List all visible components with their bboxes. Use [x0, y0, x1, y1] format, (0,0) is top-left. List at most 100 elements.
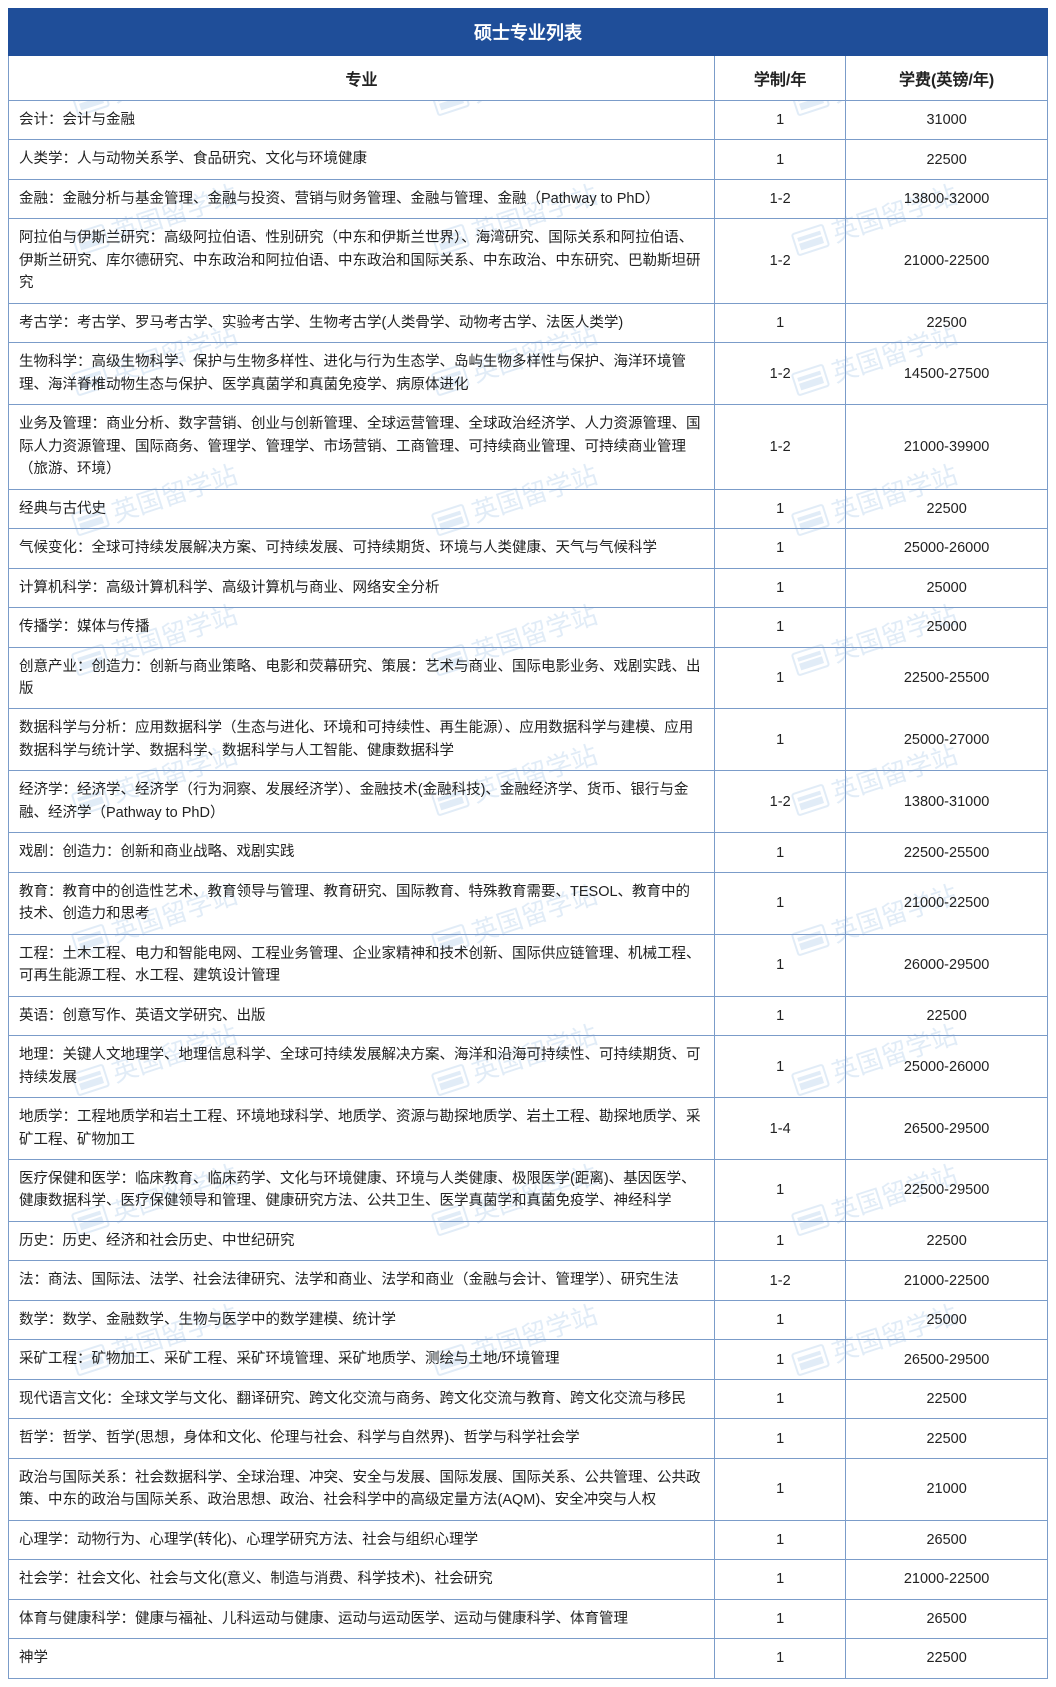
table-row: 工程：土木工程、电力和智能电网、工程业务管理、企业家精神和技术创新、国际供应链管…	[9, 934, 1048, 996]
cell-fee: 21000-39900	[846, 405, 1048, 489]
cell-years: 1	[715, 568, 846, 607]
table-row: 传播学：媒体与传播125000	[9, 608, 1048, 647]
cell-major: 气候变化：全球可持续发展解决方案、可持续发展、可持续期货、环境与人类健康、天气与…	[9, 529, 715, 568]
table-row: 经济学：经济学、经济学（行为洞察、发展经济学）、金融技术(金融科技)、金融经济学…	[9, 771, 1048, 833]
cell-major: 政治与国际关系：社会数据科学、全球治理、冲突、安全与发展、国际发展、国际关系、公…	[9, 1458, 715, 1520]
cell-fee: 25000-26000	[846, 529, 1048, 568]
cell-major: 生物科学：高级生物科学、保护与生物多样性、进化与行为生态学、岛屿生物多样性与保护…	[9, 343, 715, 405]
table-row: 采矿工程：矿物加工、采矿工程、采矿环境管理、采矿地质学、测绘与土地/环境管理12…	[9, 1340, 1048, 1379]
table-header-row: 专业 学制/年 学费(英镑/年)	[9, 56, 1048, 101]
cell-major: 心理学：动物行为、心理学(转化)、心理学研究方法、社会与组织心理学	[9, 1520, 715, 1559]
cell-major: 经济学：经济学、经济学（行为洞察、发展经济学）、金融技术(金融科技)、金融经济学…	[9, 771, 715, 833]
table-title: 硕士专业列表	[9, 9, 1048, 56]
cell-fee: 14500-27500	[846, 343, 1048, 405]
cell-years: 1	[715, 1160, 846, 1222]
cell-fee: 21000	[846, 1458, 1048, 1520]
cell-years: 1	[715, 1560, 846, 1599]
cell-years: 1	[715, 872, 846, 934]
cell-fee: 25000-26000	[846, 1036, 1048, 1098]
cell-major: 工程：土木工程、电力和智能电网、工程业务管理、企业家精神和技术创新、国际供应链管…	[9, 934, 715, 996]
cell-years: 1	[715, 303, 846, 342]
cell-major: 金融：金融分析与基金管理、金融与投资、营销与财务管理、金融与管理、金融（Path…	[9, 179, 715, 218]
col-header-fee: 学费(英镑/年)	[846, 56, 1048, 101]
cell-years: 1-2	[715, 219, 846, 303]
cell-years: 1-2	[715, 343, 846, 405]
cell-years: 1-2	[715, 771, 846, 833]
cell-fee: 25000	[846, 568, 1048, 607]
table-row: 戏剧：创造力：创新和商业战略、戏剧实践122500-25500	[9, 833, 1048, 872]
cell-years: 1	[715, 1639, 846, 1678]
table-row: 医疗保健和医学：临床教育、临床药学、文化与环境健康、环境与人类健康、极限医学(距…	[9, 1160, 1048, 1222]
cell-fee: 25000	[846, 608, 1048, 647]
cell-major: 英语：创意写作、英语文学研究、出版	[9, 996, 715, 1035]
table-body: 会计：会计与金融131000人类学：人与动物关系学、食品研究、文化与环境健康12…	[9, 101, 1048, 1679]
programs-table: 硕士专业列表 专业 学制/年 学费(英镑/年) 会计：会计与金融131000人类…	[8, 8, 1048, 1679]
cell-major: 数据科学与分析：应用数据科学（生态与进化、环境和可持续性、再生能源）、应用数据科…	[9, 709, 715, 771]
cell-major: 地理：关键人文地理学、地理信息科学、全球可持续发展解决方案、海洋和沿海可持续性、…	[9, 1036, 715, 1098]
cell-fee: 21000-22500	[846, 1560, 1048, 1599]
cell-fee: 31000	[846, 101, 1048, 140]
cell-major: 采矿工程：矿物加工、采矿工程、采矿环境管理、采矿地质学、测绘与土地/环境管理	[9, 1340, 715, 1379]
table-row: 英语：创意写作、英语文学研究、出版122500	[9, 996, 1048, 1035]
cell-major: 社会学：社会文化、社会与文化(意义、制造与消费、科学技术)、社会研究	[9, 1560, 715, 1599]
cell-major: 现代语言文化：全球文学与文化、翻译研究、跨文化交流与商务、跨文化交流与教育、跨文…	[9, 1379, 715, 1418]
table-row: 金融：金融分析与基金管理、金融与投资、营销与财务管理、金融与管理、金融（Path…	[9, 179, 1048, 218]
cell-major: 历史：历史、经济和社会历史、中世纪研究	[9, 1221, 715, 1260]
cell-major: 考古学：考古学、罗马考古学、实验考古学、生物考古学(人类骨学、动物考古学、法医人…	[9, 303, 715, 342]
cell-major: 神学	[9, 1639, 715, 1678]
cell-fee: 13800-32000	[846, 179, 1048, 218]
cell-fee: 22500	[846, 996, 1048, 1035]
cell-major: 经典与古代史	[9, 489, 715, 528]
cell-major: 计算机科学：高级计算机科学、高级计算机与商业、网络安全分析	[9, 568, 715, 607]
table-row: 社会学：社会文化、社会与文化(意义、制造与消费、科学技术)、社会研究121000…	[9, 1560, 1048, 1599]
table-row: 经典与古代史122500	[9, 489, 1048, 528]
cell-years: 1	[715, 1419, 846, 1458]
table-row: 心理学：动物行为、心理学(转化)、心理学研究方法、社会与组织心理学126500	[9, 1520, 1048, 1559]
table-row: 哲学：哲学、哲学(思想，身体和文化、伦理与社会、科学与自然界)、哲学与科学社会学…	[9, 1419, 1048, 1458]
cell-fee: 22500	[846, 303, 1048, 342]
cell-fee: 25000-27000	[846, 709, 1048, 771]
table-row: 阿拉伯与伊斯兰研究：高级阿拉伯语、性别研究（中东和伊斯兰世界）、海湾研究、国际关…	[9, 219, 1048, 303]
cell-years: 1-2	[715, 179, 846, 218]
table-row: 数据科学与分析：应用数据科学（生态与进化、环境和可持续性、再生能源）、应用数据科…	[9, 709, 1048, 771]
table-row: 神学122500	[9, 1639, 1048, 1678]
cell-years: 1	[715, 1300, 846, 1339]
table-row: 数学：数学、金融数学、生物与医学中的数学建模、统计学125000	[9, 1300, 1048, 1339]
col-header-major: 专业	[9, 56, 715, 101]
table-row: 业务及管理：商业分析、数字营销、创业与创新管理、全球运营管理、全球政治经济学、人…	[9, 405, 1048, 489]
cell-major: 教育：教育中的创造性艺术、教育领导与管理、教育研究、国际教育、特殊教育需要、TE…	[9, 872, 715, 934]
cell-fee: 22500-25500	[846, 833, 1048, 872]
cell-years: 1	[715, 101, 846, 140]
cell-major: 会计：会计与金融	[9, 101, 715, 140]
table-row: 人类学：人与动物关系学、食品研究、文化与环境健康122500	[9, 140, 1048, 179]
cell-major: 体育与健康科学：健康与福祉、儿科运动与健康、运动与运动医学、运动与健康科学、体育…	[9, 1599, 715, 1638]
table-row: 创意产业：创造力：创新与商业策略、电影和荧幕研究、策展：艺术与商业、国际电影业务…	[9, 647, 1048, 709]
cell-years: 1	[715, 608, 846, 647]
cell-fee: 22500	[846, 140, 1048, 179]
table-container: 硕士专业列表 专业 学制/年 学费(英镑/年) 会计：会计与金融131000人类…	[0, 0, 1056, 1687]
table-row: 现代语言文化：全球文学与文化、翻译研究、跨文化交流与商务、跨文化交流与教育、跨文…	[9, 1379, 1048, 1418]
cell-major: 创意产业：创造力：创新与商业策略、电影和荧幕研究、策展：艺术与商业、国际电影业务…	[9, 647, 715, 709]
cell-years: 1-2	[715, 405, 846, 489]
cell-major: 传播学：媒体与传播	[9, 608, 715, 647]
table-row: 考古学：考古学、罗马考古学、实验考古学、生物考古学(人类骨学、动物考古学、法医人…	[9, 303, 1048, 342]
cell-years: 1	[715, 1520, 846, 1559]
cell-years: 1	[715, 709, 846, 771]
table-row: 体育与健康科学：健康与福祉、儿科运动与健康、运动与运动医学、运动与健康科学、体育…	[9, 1599, 1048, 1638]
cell-years: 1-4	[715, 1098, 846, 1160]
cell-years: 1	[715, 1599, 846, 1638]
cell-major: 地质学：工程地质学和岩土工程、环境地球科学、地质学、资源与勘探地质学、岩土工程、…	[9, 1098, 715, 1160]
cell-major: 法：商法、国际法、法学、社会法律研究、法学和商业、法学和商业（金融与会计、管理学…	[9, 1261, 715, 1300]
cell-years: 1	[715, 1036, 846, 1098]
cell-major: 医疗保健和医学：临床教育、临床药学、文化与环境健康、环境与人类健康、极限医学(距…	[9, 1160, 715, 1222]
cell-fee: 26500-29500	[846, 1098, 1048, 1160]
cell-years: 1	[715, 833, 846, 872]
cell-years: 1	[715, 1340, 846, 1379]
cell-fee: 21000-22500	[846, 219, 1048, 303]
cell-fee: 22500	[846, 1379, 1048, 1418]
cell-years: 1-2	[715, 1261, 846, 1300]
cell-major: 人类学：人与动物关系学、食品研究、文化与环境健康	[9, 140, 715, 179]
cell-fee: 26500	[846, 1599, 1048, 1638]
table-row: 地质学：工程地质学和岩土工程、环境地球科学、地质学、资源与勘探地质学、岩土工程、…	[9, 1098, 1048, 1160]
cell-fee: 26500	[846, 1520, 1048, 1559]
